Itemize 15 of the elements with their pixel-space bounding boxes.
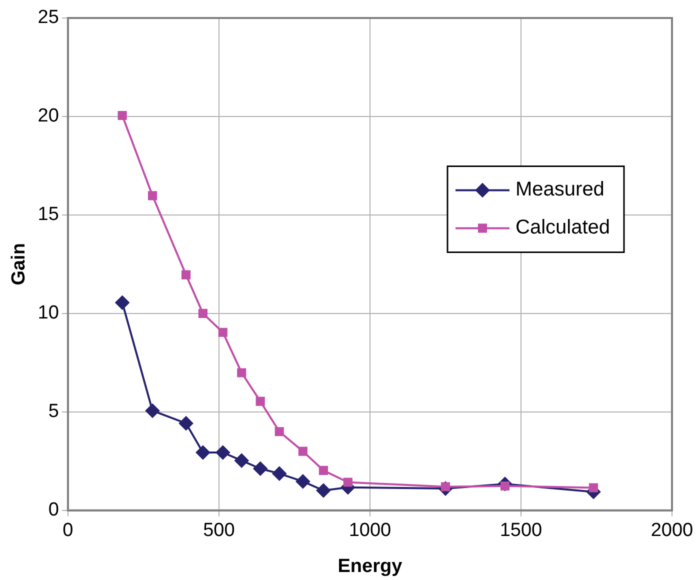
y-tick-label: 10 xyxy=(38,302,59,324)
x-tick-label: 1000 xyxy=(348,520,392,542)
y-tick-label: 0 xyxy=(48,500,59,521)
y-tick-label: 25 xyxy=(38,7,59,28)
x-tick-label: 500 xyxy=(203,520,235,542)
x-tick-label: 1500 xyxy=(500,520,542,542)
x-tick-label: 2000 xyxy=(650,520,694,542)
y-tick-label: 20 xyxy=(38,106,59,127)
y-tick-label: 15 xyxy=(38,204,59,226)
y-tick-label: 5 xyxy=(48,401,59,422)
x-tick-label: 0 xyxy=(62,520,74,542)
legend-label: Calculated xyxy=(516,216,610,239)
y-axis-title: Gain xyxy=(8,243,30,286)
legend-label: Measured xyxy=(516,178,604,201)
x-axis-title: Energy xyxy=(338,556,403,577)
